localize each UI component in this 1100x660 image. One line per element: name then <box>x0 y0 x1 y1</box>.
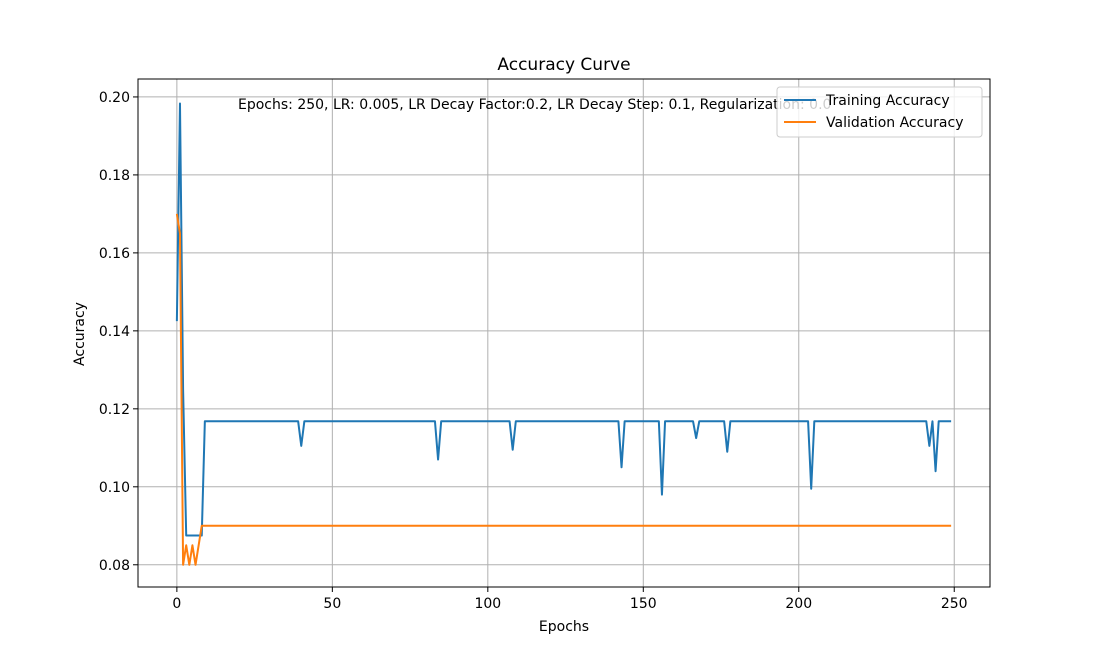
legend-box <box>776 86 983 138</box>
y-tick-label: 0.10 <box>99 480 130 496</box>
training-accuracy-line <box>175 102 952 537</box>
y-tick-label: 0.08 <box>99 558 130 574</box>
axis-ticks: 0 50 100 150 200 250 0.08 0.10 0.12 0.14 0.16 0.18 0… <box>99 90 968 612</box>
x-tick-label: 200 <box>785 596 812 612</box>
y-tick-label: 0.16 <box>99 246 130 262</box>
chart-title: Accuracy Curve <box>497 55 630 75</box>
hyperparameter-annotation: Epochs: 250, LR: 0.005, LR Decay Factor:… <box>238 97 831 113</box>
validation-accuracy-line <box>175 213 952 566</box>
y-tick-label: 0.20 <box>99 90 130 106</box>
y-tick-label: 0.14 <box>99 324 130 340</box>
series-lines <box>175 102 952 566</box>
x-axis-label: Epochs <box>539 619 589 635</box>
x-tick-label: 150 <box>630 596 657 612</box>
x-tick-label: 100 <box>474 596 501 612</box>
legend-label-validation: Validation Accuracy <box>826 115 964 131</box>
y-axis-label: Accuracy <box>72 302 88 366</box>
x-tick-label: 0 <box>172 596 181 612</box>
grid-lines <box>138 79 990 587</box>
plot-area-frame <box>137 78 991 588</box>
legend-label-training: Training Accuracy <box>825 93 950 109</box>
x-tick-label: 50 <box>323 596 341 612</box>
legend: Training Accuracy Validation Accuracy <box>776 86 983 138</box>
x-tick-label: 250 <box>941 596 968 612</box>
y-tick-label: 0.12 <box>99 402 130 418</box>
y-tick-label: 0.18 <box>99 168 130 184</box>
